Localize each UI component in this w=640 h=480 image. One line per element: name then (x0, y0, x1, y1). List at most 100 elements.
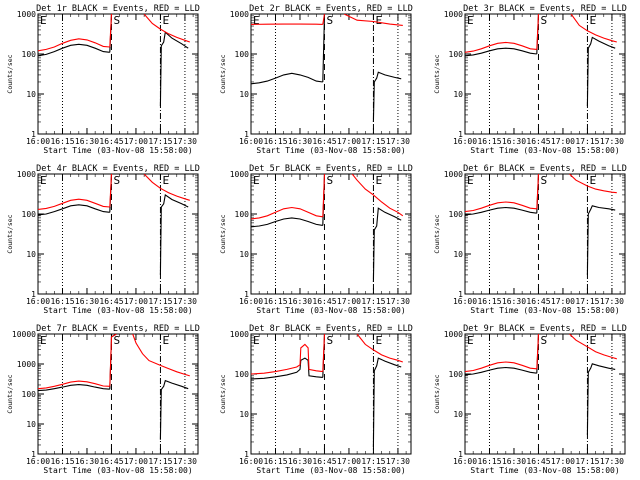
x-tick-label: 16:30 (75, 297, 99, 306)
y-tick-label: 1000 (444, 10, 463, 19)
y-tick-label: 100 (449, 370, 464, 379)
x-tick-label: 17:00 (124, 297, 148, 306)
y-axis-label: Counts/sec (219, 374, 227, 413)
lld-series-line (322, 334, 326, 372)
detector-plot-9: 1 10 100 1000 16:00 16:15 16:30 16:45 17:00 17:15… (433, 324, 627, 475)
x-tick-label: 17:15 (148, 457, 172, 466)
x-tick-label: 16:30 (288, 297, 312, 306)
y-tick-label: 10000 (12, 330, 36, 339)
plot-title: Det 8r BLACK = Events, RED = LLD (249, 324, 413, 334)
detector-plot-4: 1 10 100 1000 16:00 16:15 16:30 16:45 17:00 17:15… (6, 164, 200, 315)
y-tick-label: 1 (458, 290, 463, 299)
e-marker-label: E (467, 174, 474, 187)
y-tick-label: 1 (244, 130, 249, 139)
x-tick-label: 17:30 (173, 137, 197, 146)
plot-frame (250, 173, 412, 295)
y-axis-label: Counts/sec (6, 54, 14, 93)
x-tick-label: 16:15 (477, 297, 501, 306)
y-axis-label: Counts/sec (219, 214, 227, 253)
x-axis-label: Start Time (03-Nov-08 15:58:00) (256, 146, 405, 155)
x-tick-label: 17:15 (575, 137, 599, 146)
x-tick-label: 17:15 (575, 297, 599, 306)
y-tick-label: 1 (244, 450, 249, 459)
e-marker-label: E (162, 14, 169, 27)
e-marker-label: E (40, 174, 47, 187)
y-tick-label: 1 (31, 130, 36, 139)
x-axis-label: Start Time (03-Nov-08 15:58:00) (43, 306, 192, 315)
x-tick-label: 16:15 (263, 137, 287, 146)
x-tick-label: 16:15 (50, 137, 74, 146)
e-marker-label: E (467, 334, 474, 347)
plot-title: Det 3r BLACK = Events, RED = LLD (463, 4, 627, 14)
e-marker-label: E (40, 14, 47, 27)
lld-series-line (351, 174, 404, 217)
e-marker-label: E (589, 334, 596, 347)
lld-series-line (251, 343, 323, 375)
y-tick-label: 1000 (17, 170, 36, 179)
x-tick-label: 16:45 (99, 457, 123, 466)
lld-series-line (38, 198, 110, 210)
y-tick-label: 10 (239, 90, 249, 99)
x-tick-label: 17:30 (386, 137, 410, 146)
detector-plot-7: 1 10 100 1000 10000 16:00 16:15 16:30 16:45 17:00… (6, 324, 200, 475)
events-series-line (372, 71, 402, 123)
s-marker-label: S (540, 14, 547, 27)
lld-series-line (536, 14, 540, 50)
events-series-line (38, 43, 110, 57)
x-tick-label: 17:30 (600, 297, 624, 306)
detector-plot-2: 1 10 100 1000 16:00 16:15 16:30 16:45 17:00 17:15… (219, 4, 413, 155)
s-marker-label: S (540, 174, 547, 187)
events-series-line (159, 379, 189, 440)
x-axis-label: Start Time (03-Nov-08 15:58:00) (256, 306, 405, 315)
x-tick-label: 16:00 (26, 137, 50, 146)
x-tick-label: 17:15 (575, 457, 599, 466)
lld-series-line (109, 174, 113, 208)
x-tick-label: 17:00 (551, 297, 575, 306)
events-series-line (251, 217, 323, 228)
events-series-line (586, 205, 616, 275)
y-tick-label: 10 (453, 250, 463, 259)
events-series-line (251, 72, 323, 85)
x-tick-label: 16:30 (288, 137, 312, 146)
e-marker-label: E (253, 14, 260, 27)
lld-series-line (465, 201, 537, 213)
e-marker-label: E (467, 14, 474, 27)
x-axis-label: Start Time (03-Nov-08 15:58:00) (470, 466, 619, 475)
events-series-line (465, 366, 537, 376)
y-tick-label: 1 (31, 450, 36, 459)
x-axis-label: Start Time (03-Nov-08 15:58:00) (470, 146, 619, 155)
lld-series-line (465, 361, 537, 373)
x-tick-label: 16:15 (477, 137, 501, 146)
x-tick-label: 17:00 (337, 297, 361, 306)
x-tick-label: 17:30 (386, 297, 410, 306)
x-tick-label: 16:45 (526, 297, 550, 306)
y-tick-label: 100 (235, 210, 250, 219)
y-tick-label: 10 (453, 90, 463, 99)
lld-series-line (143, 174, 190, 201)
x-tick-label: 17:15 (148, 137, 172, 146)
x-tick-label: 16:45 (312, 297, 336, 306)
y-tick-label: 1000 (17, 10, 36, 19)
e-marker-label: E (253, 334, 260, 347)
e-marker-label: E (375, 174, 382, 187)
plot-frame (464, 173, 626, 295)
lld-series-line (465, 41, 537, 53)
y-tick-label: 100 (235, 370, 250, 379)
events-series-line (159, 193, 189, 275)
x-tick-label: 17:30 (600, 457, 624, 466)
e-marker-label: E (375, 14, 382, 27)
plot-title: Det 9r BLACK = Events, RED = LLD (463, 324, 627, 334)
lld-series-line (322, 174, 326, 217)
y-tick-label: 100 (449, 50, 464, 59)
x-tick-label: 16:30 (502, 137, 526, 146)
e-marker-label: E (589, 174, 596, 187)
y-tick-label: 1000 (230, 330, 249, 339)
detector-plot-8: 1 10 100 1000 16:00 16:15 16:30 16:45 17:00 17:15… (219, 324, 413, 475)
lld-series-line (536, 334, 540, 369)
events-series-line (465, 47, 537, 57)
x-axis-label: Start Time (03-Nov-08 15:58:00) (43, 466, 192, 475)
s-marker-label: S (326, 14, 333, 27)
x-axis-label: Start Time (03-Nov-08 15:58:00) (43, 146, 192, 155)
x-tick-label: 16:00 (26, 457, 50, 466)
x-tick-label: 17:00 (337, 137, 361, 146)
